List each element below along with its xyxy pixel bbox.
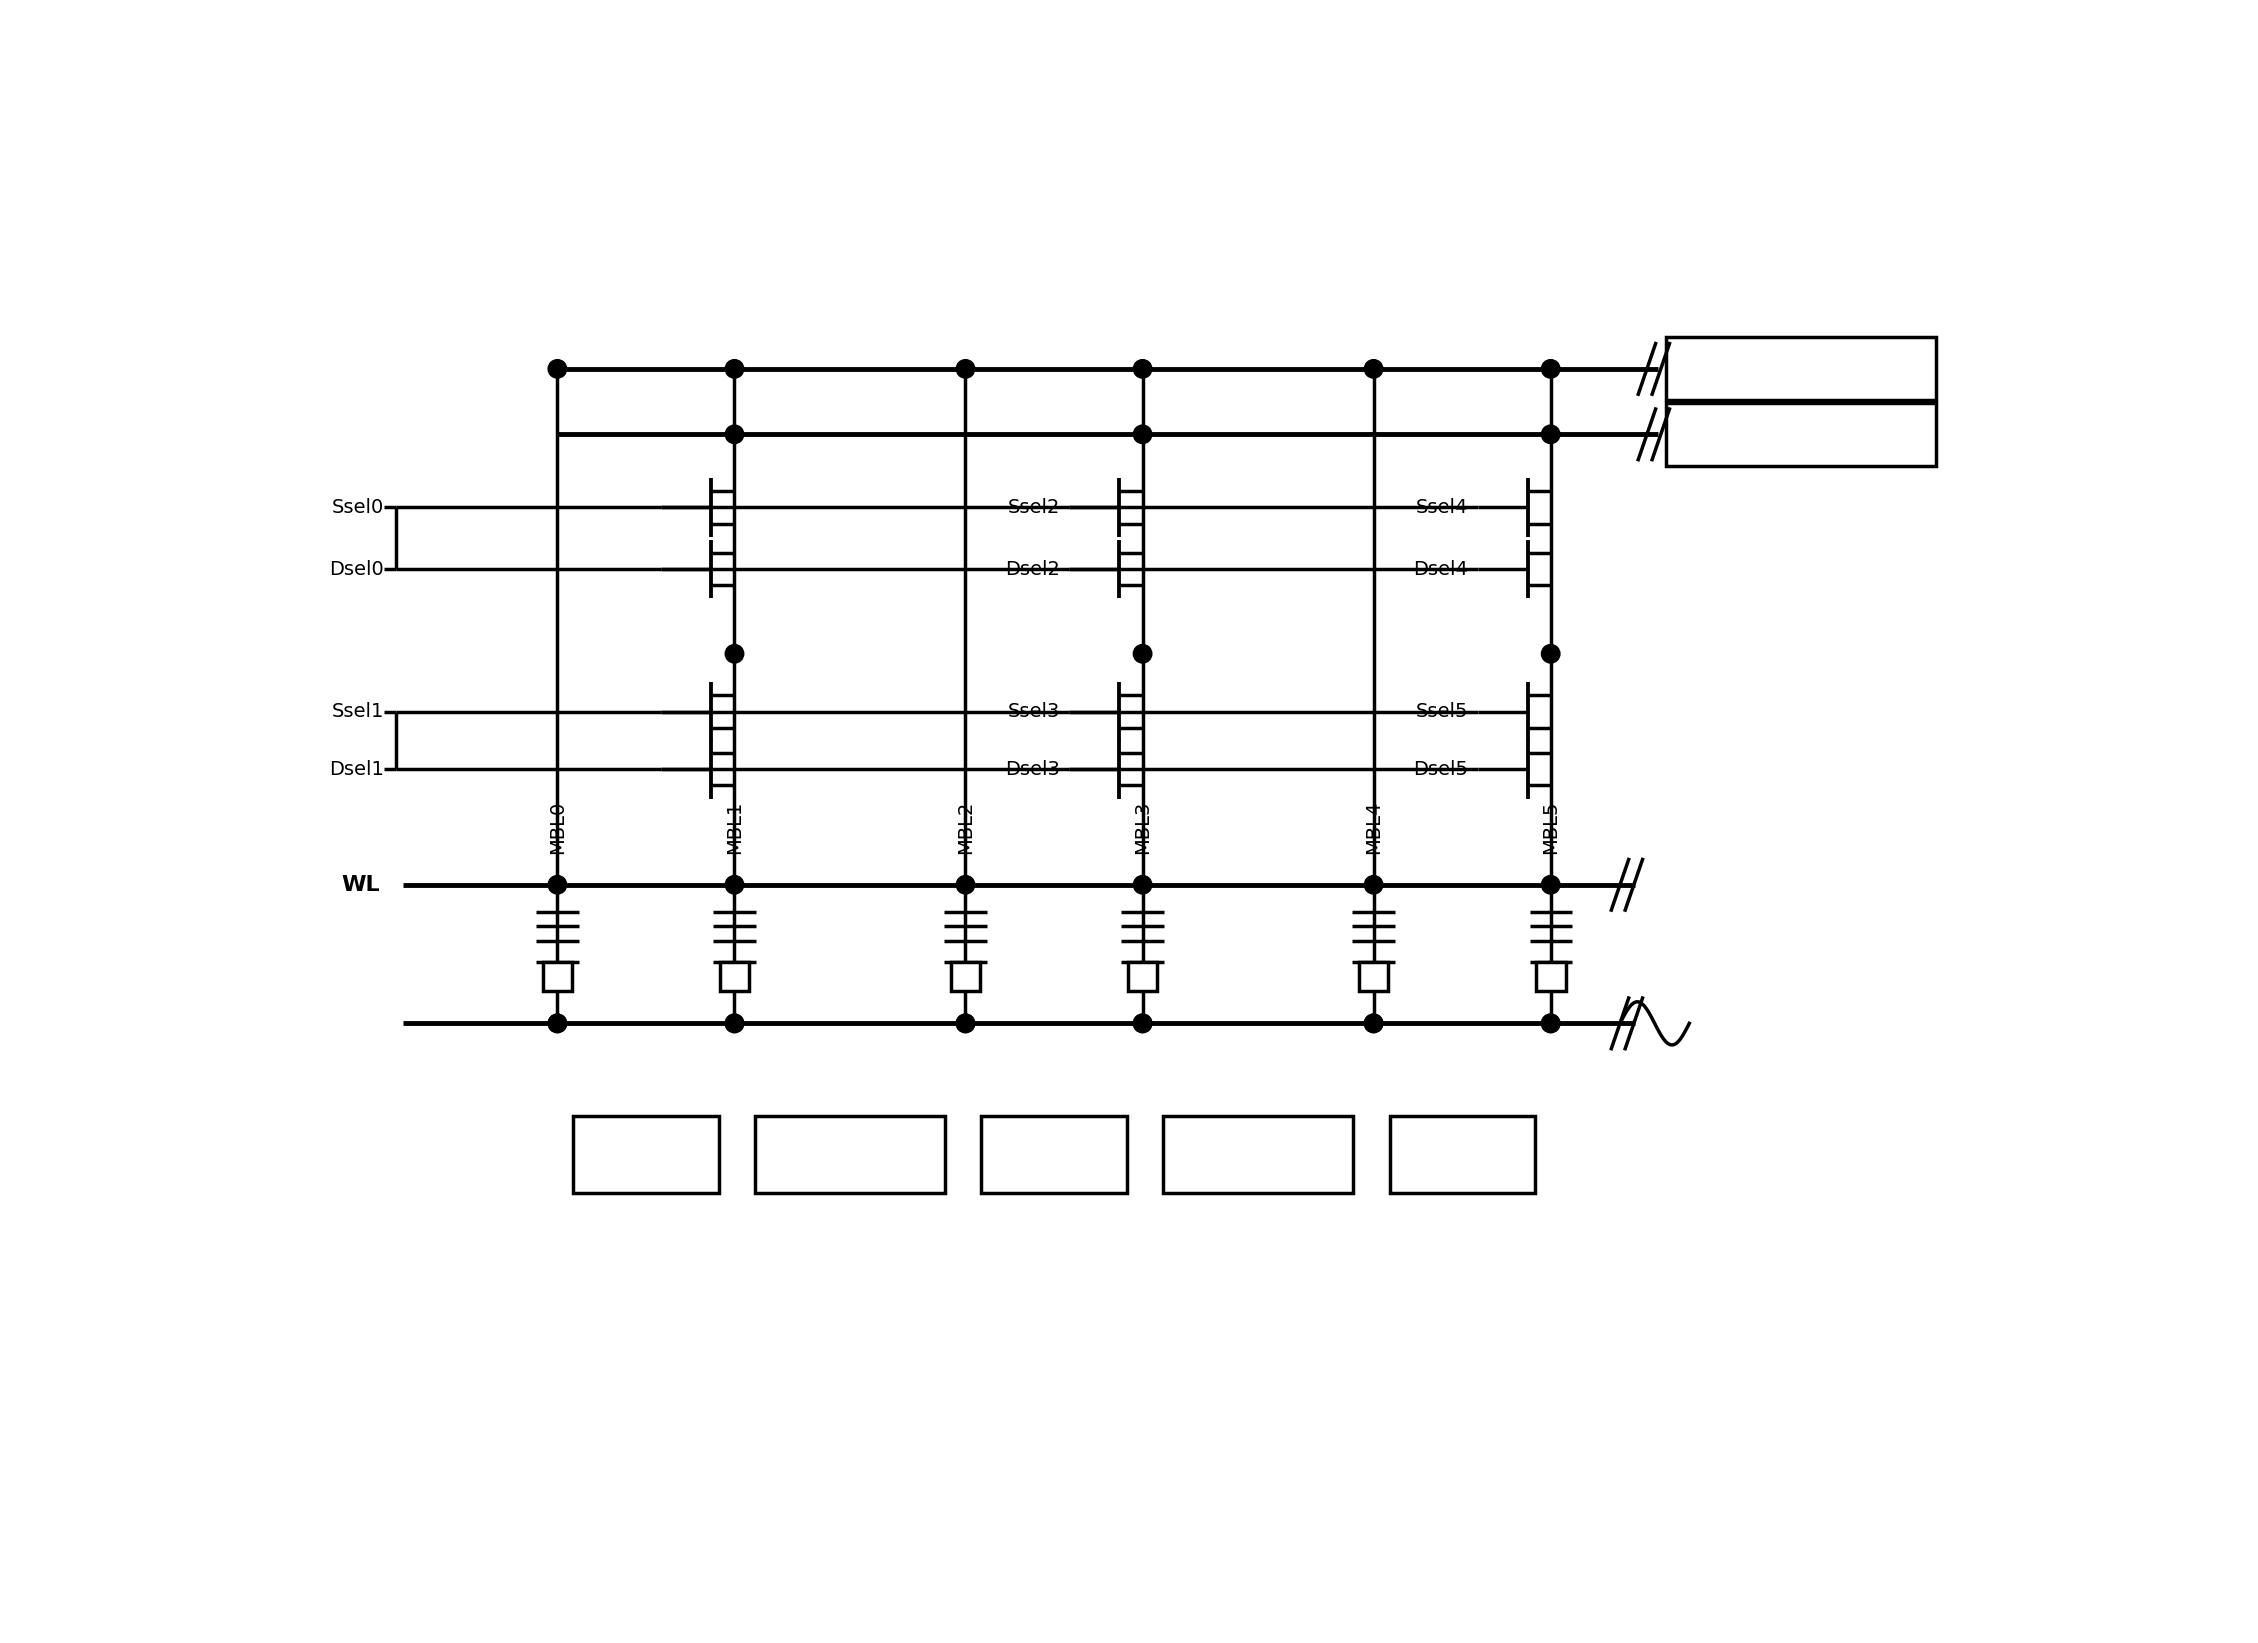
Circle shape <box>1542 360 1560 378</box>
Text: Dsel4: Dsel4 <box>1414 560 1468 578</box>
Circle shape <box>725 1014 743 1032</box>
Text: WL: WL <box>341 874 379 895</box>
Text: MBL2: MBL2 <box>955 800 975 854</box>
Bar <box>1163 1116 1353 1193</box>
Bar <box>1389 1116 1535 1193</box>
Circle shape <box>725 426 743 444</box>
Circle shape <box>1364 1014 1382 1032</box>
Bar <box>951 961 980 991</box>
Text: Dsel2: Dsel2 <box>1005 560 1061 578</box>
Circle shape <box>1364 360 1382 378</box>
Text: GROUND LINE: GROUND LINE <box>1743 360 1861 378</box>
Circle shape <box>725 360 743 378</box>
Text: Ssel3: Ssel3 <box>1007 702 1061 721</box>
Circle shape <box>955 876 975 894</box>
Text: DATA LINE: DATA LINE <box>1759 426 1843 444</box>
Circle shape <box>549 1014 567 1032</box>
Bar <box>1666 337 1935 401</box>
Text: Dsel5: Dsel5 <box>1414 759 1468 779</box>
Circle shape <box>955 1014 975 1032</box>
Text: CELL 0: CELL 0 <box>619 1145 673 1163</box>
Text: Dsel3: Dsel3 <box>1005 759 1061 779</box>
Text: Ssel4: Ssel4 <box>1416 498 1468 518</box>
Circle shape <box>1134 1014 1152 1032</box>
Text: Dsel1: Dsel1 <box>330 759 384 779</box>
Bar <box>754 1116 944 1193</box>
Circle shape <box>1542 426 1560 444</box>
Text: MBL4: MBL4 <box>1364 800 1384 854</box>
Text: MBL0: MBL0 <box>549 800 567 854</box>
Text: Dsel0: Dsel0 <box>330 560 384 578</box>
Circle shape <box>725 644 743 664</box>
Bar <box>720 961 750 991</box>
Circle shape <box>725 1014 743 1032</box>
Circle shape <box>549 360 567 378</box>
Circle shape <box>725 876 743 894</box>
Bar <box>1127 961 1158 991</box>
Bar <box>542 961 571 991</box>
Text: Ssel0: Ssel0 <box>332 498 384 518</box>
Circle shape <box>1542 644 1560 664</box>
Bar <box>1359 961 1389 991</box>
Circle shape <box>1364 1014 1382 1032</box>
Text: MBL1: MBL1 <box>725 800 743 854</box>
Text: CELL 3: CELL 3 <box>1231 1145 1287 1163</box>
Bar <box>1666 403 1935 467</box>
Circle shape <box>1134 360 1152 378</box>
Circle shape <box>1134 426 1152 444</box>
Text: MBL3: MBL3 <box>1134 800 1152 854</box>
Circle shape <box>1134 876 1152 894</box>
Circle shape <box>549 876 567 894</box>
Circle shape <box>1134 1014 1152 1032</box>
Bar <box>1535 961 1565 991</box>
Circle shape <box>1134 644 1152 664</box>
Circle shape <box>1542 876 1560 894</box>
Circle shape <box>955 360 975 378</box>
Circle shape <box>1542 1014 1560 1032</box>
Text: Ssel2: Ssel2 <box>1007 498 1061 518</box>
Circle shape <box>1542 1014 1560 1032</box>
Bar <box>982 1116 1127 1193</box>
Text: CELL 1: CELL 1 <box>822 1145 878 1163</box>
Text: Ssel1: Ssel1 <box>332 702 384 721</box>
Circle shape <box>549 1014 567 1032</box>
Circle shape <box>1364 876 1382 894</box>
Text: CELL 4: CELL 4 <box>1434 1145 1490 1163</box>
Text: Ssel5: Ssel5 <box>1416 702 1468 721</box>
Text: MBL5: MBL5 <box>1542 800 1560 854</box>
Bar <box>574 1116 718 1193</box>
Circle shape <box>955 1014 975 1032</box>
Text: CELL 2: CELL 2 <box>1025 1145 1082 1163</box>
